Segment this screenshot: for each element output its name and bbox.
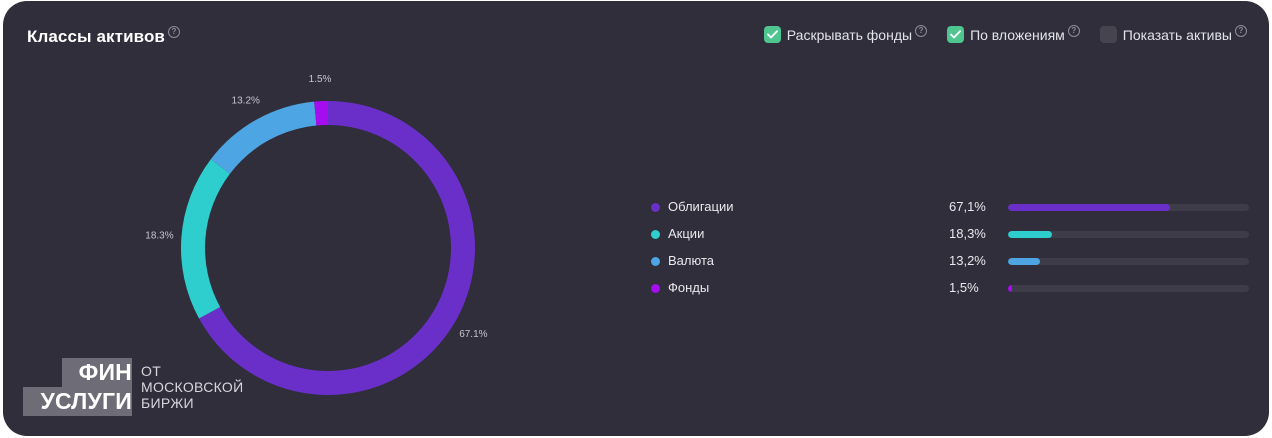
expand-funds-label: Раскрывать фонды <box>786 27 913 43</box>
by-investments-checkbox[interactable] <box>947 26 965 43</box>
legend-bar-fill <box>1008 258 1040 265</box>
legend-dot <box>651 284 660 293</box>
slice-currency[interactable] <box>210 101 317 174</box>
legend-dot <box>651 257 660 266</box>
legend-dot <box>651 203 660 212</box>
legend-row-stocks: Акции 18,3% <box>649 224 1249 251</box>
card-title: Классы активов? <box>27 26 180 47</box>
legend-bar-fill <box>1008 231 1053 238</box>
card-title-text: Классы активов <box>27 27 165 46</box>
expand-funds-checkbox[interactable] <box>763 26 781 43</box>
legend-name: Фонды <box>668 280 710 295</box>
toggle-by-investments[interactable]: По вложениям? <box>947 25 1080 44</box>
toggle-group: Раскрывать фонды? По вложениям? Показать… <box>763 25 1247 44</box>
slice-stocks[interactable] <box>180 159 230 319</box>
legend-bar-track <box>1008 258 1249 265</box>
help-icon[interactable]: ? <box>1067 25 1080 37</box>
legend-bar-fill <box>1008 285 1012 292</box>
legend-bar-track <box>1008 285 1249 292</box>
slice-label: 1.5% <box>309 74 332 85</box>
slice-funds[interactable] <box>314 101 328 126</box>
asset-classes-card: Классы активов? Раскрывать фонды? По вло… <box>3 1 1269 436</box>
help-icon[interactable]: ? <box>1235 25 1247 37</box>
legend-name: Валюта <box>668 253 714 268</box>
donut-chart-svg: 67.1% 18.3% 13.2% 1.5% <box>145 74 488 396</box>
legend-dot <box>651 230 660 239</box>
toggle-show-assets[interactable]: Показать активы? <box>1099 25 1247 44</box>
help-icon[interactable]: ? <box>167 26 180 38</box>
toggle-expand-funds[interactable]: Раскрывать фонды? <box>763 25 928 44</box>
legend-name: Акции <box>668 226 705 241</box>
show-assets-label: Показать активы <box>1122 27 1232 43</box>
slice-label: 67.1% <box>459 329 487 340</box>
legend-row-funds: Фонды 1,5% <box>649 278 1249 305</box>
brand-tagline: ОТ МОСКОВСКОЙ БИРЖИ <box>141 363 244 411</box>
legend-bar-fill <box>1008 204 1170 211</box>
legend: Облигации 67,1% Акции 18,3% Валюта 13,2%… <box>649 197 1249 305</box>
show-assets-checkbox[interactable] <box>1099 26 1117 43</box>
check-icon <box>766 30 778 39</box>
legend-value: 67,1% <box>949 199 986 214</box>
slice-label: 13.2% <box>232 95 260 106</box>
legend-bar-track <box>1008 204 1249 211</box>
legend-bar-track <box>1008 231 1249 238</box>
brand-logo-line2: УСЛУГИ <box>23 387 132 416</box>
donut-chart: 67.1% 18.3% 13.2% 1.5% <box>3 1 623 436</box>
legend-value: 18,3% <box>949 226 986 241</box>
legend-value: 1,5% <box>949 280 979 295</box>
brand-logo-line1: ФИН <box>62 358 132 387</box>
help-icon[interactable]: ? <box>915 25 928 37</box>
by-investments-label: По вложениям <box>970 27 1065 43</box>
slice-label: 18.3% <box>145 231 173 242</box>
legend-name: Облигации <box>668 199 734 214</box>
legend-row-currency: Валюта 13,2% <box>649 251 1249 278</box>
legend-row-bonds: Облигации 67,1% <box>649 197 1249 224</box>
legend-value: 13,2% <box>949 253 986 268</box>
check-icon <box>950 30 961 39</box>
